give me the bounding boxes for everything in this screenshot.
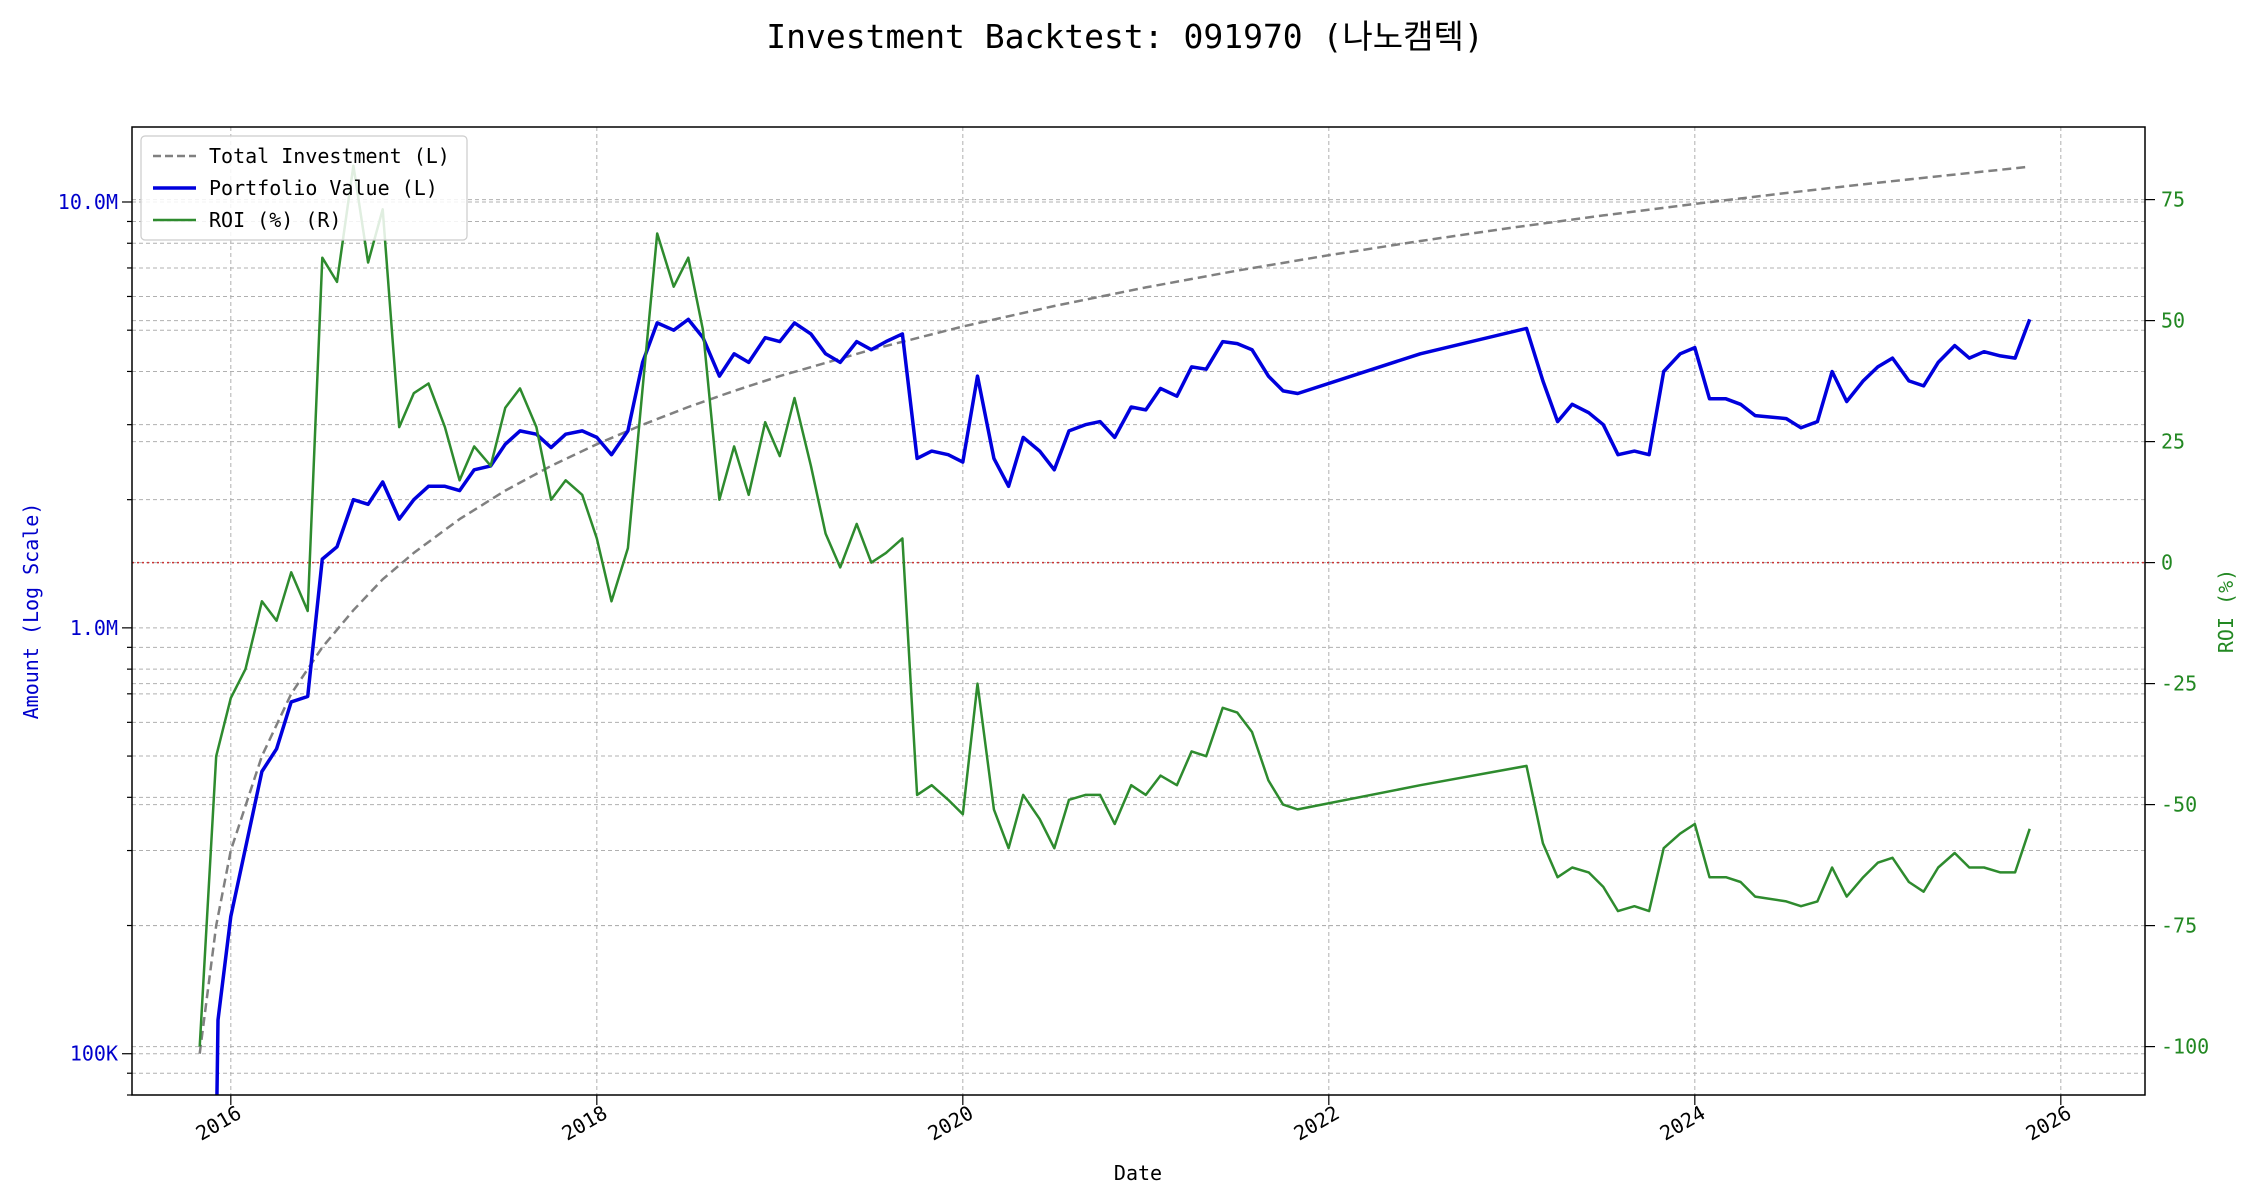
y-right-tick-label: -50 bbox=[2161, 793, 2197, 817]
x-tick-label: 2024 bbox=[1656, 1101, 1710, 1146]
legend-entry-label: Total Investment (L) bbox=[209, 144, 450, 168]
roi-line bbox=[198, 164, 2031, 1047]
y-left-tick-label: 1.0M bbox=[70, 616, 118, 640]
x-tick-label: 2016 bbox=[192, 1101, 246, 1146]
total-investment-line bbox=[198, 165, 2030, 1054]
x-tick-label: 2018 bbox=[558, 1101, 612, 1146]
x-axis-label: Date bbox=[1114, 1161, 1162, 1185]
y-axis-left-label: Amount (Log Scale) bbox=[19, 503, 43, 720]
y-right-tick-label: 25 bbox=[2161, 430, 2185, 454]
y-left-tick-label: 100K bbox=[70, 1042, 118, 1066]
legend: Total Investment (L) Portfolio Value (L) R… bbox=[140, 135, 468, 241]
x-tick-label: 2022 bbox=[1290, 1101, 1344, 1146]
plot-area: 100K 1.0M 10.0M 75 50 25 0 -25 -50 -75 -100 2016 201… bbox=[58, 126, 2209, 1146]
plot-frame bbox=[131, 126, 2146, 1096]
y-right-tick-label: 50 bbox=[2161, 309, 2185, 333]
x-tick-label: 2020 bbox=[924, 1101, 978, 1146]
legend-entry-label: ROI (%) (R) bbox=[209, 208, 341, 232]
chart-title: Investment Backtest: 091970 (나노캠텍) bbox=[766, 17, 1483, 56]
legend-box bbox=[140, 135, 468, 241]
y-right-tick-label: 0 bbox=[2161, 551, 2173, 575]
y-left-tick-label: 10.0M bbox=[58, 190, 118, 214]
y-right-tick-label: 75 bbox=[2161, 188, 2185, 212]
y-right-tick-label: -75 bbox=[2161, 914, 2197, 938]
y-right-tick-label: -100 bbox=[2161, 1035, 2209, 1059]
legend-entry-label: Portfolio Value (L) bbox=[209, 176, 438, 200]
y-right-tick-label: -25 bbox=[2161, 672, 2197, 696]
x-tick-label: 2026 bbox=[2022, 1101, 2076, 1146]
y-axis-right-label: ROI (%) bbox=[2214, 569, 2238, 653]
portfolio-value-line bbox=[215, 317, 2032, 1095]
